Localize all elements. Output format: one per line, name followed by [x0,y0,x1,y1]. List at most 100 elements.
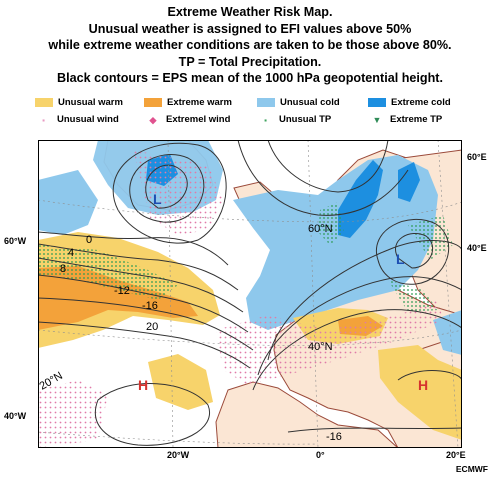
meridian-20e [437,140,459,448]
legend-label-unusual-warm: Unusual warm [58,97,123,108]
geopotential-contours [38,140,462,446]
contour-high-se [397,370,462,381]
contour-label-20: 20 [146,321,158,333]
axis-label-60w: 60°W [4,236,27,246]
ecmwf-credit: ECMWF [455,464,488,474]
low-pressure-greenland: L [153,191,162,207]
axis-label-40e: 40°E [467,243,487,253]
contour-greenland-low-1 [145,164,188,209]
legend-item-unusual-warm: Unusual warm [35,97,123,108]
title-line-2: Unusual weather is assigned to EFI value… [88,21,412,36]
title-line-5: Black contours = EPS mean of the 1000 hP… [57,71,443,86]
legend-item-unusual-cold: Unusual cold [257,97,340,108]
unusual-wind-biscay-area [216,300,443,385]
unusual-wind-dot-icon: · [41,111,47,128]
unusual-cold-turkey [433,310,462,355]
legend: Unusual warm Extreme warm Unusual cold E… [30,97,470,131]
contour-north-1 [237,140,409,216]
title-line-3: while extreme weather conditions are tak… [48,38,452,53]
unusual-tp-east-area [408,215,453,260]
contour-label-m12: -12 [114,285,130,297]
axis-label-20w: 20°W [167,450,190,460]
grid-label-40n: 40°N [308,341,333,353]
title-line-1: Extreme Weather Risk Map. [167,5,333,19]
unusual-warm-mediterranean [378,345,462,440]
unusual-cold-swatch [257,98,275,107]
contour-europe-low-2 [375,219,450,285]
axis-label-0: 0° [316,450,325,460]
legend-label-extreme-cold: Extreme cold [391,97,451,108]
map-title: Extreme Weather Risk Map. Unusual weathe… [0,4,500,87]
map-frame [38,140,462,448]
contour-label-0: 0 [86,234,92,246]
unusual-warm-swatch [35,98,53,107]
axis-label-40w: 40°W [4,411,27,421]
unusual-wind-southwest-area [38,380,108,448]
africa-land [215,381,399,448]
parallel-40n [38,329,462,346]
contour-high-sw [94,383,211,446]
axis-label-60e: 60°E [467,152,487,162]
legend-item-extreme-wind: ◆ Extremel wind [146,114,231,125]
legend-label-extreme-warm: Extreme warm [167,97,232,108]
extreme-tp-triangle-icon: ▼ [372,114,382,125]
legend-item-extreme-warm: Extreme warm [144,97,232,108]
legend-item-extreme-tp: ▼ Extreme TP [370,114,443,125]
unusual-cold-europe [233,155,438,330]
unusual-warm-south-atlantic [148,354,213,410]
contour-label-m16: -16 [142,300,158,312]
contour-north-2 [267,140,389,193]
extreme-cold-scandinavia [338,160,383,238]
grid-label-60n: 60°N [308,223,333,235]
legend-item-unusual-wind: · Unusual wind [37,111,119,128]
graticule [38,140,462,448]
legend-label-unusual-tp: Unusual TP [279,114,332,125]
legend-item-unusual-tp: · Unusual TP [259,111,332,128]
high-pressure-atlantic: H [138,377,148,393]
extreme-warm-atlantic-band [38,266,198,330]
legend-label-extreme-tp: Extreme TP [390,114,443,125]
unusual-tp-balkan-area [388,280,438,312]
unusual-tp-atlantic-area [38,245,178,300]
contour-europe-low-5 [252,309,462,391]
meridian-20w [167,140,174,448]
contour-greenland-low-3 [112,142,227,244]
contour-label-m16-south: -16 [326,431,342,443]
unusual-tp-norway-area [318,202,344,245]
contour-europe-low-4 [257,276,462,376]
contour-europe-low-1 [395,233,433,269]
unusual-tp-dot-icon: · [263,111,269,128]
legend-item-extreme-cold: Extreme cold [368,97,451,108]
contour-greenland-low-2 [129,154,205,223]
high-pressure-mediterranean: H [418,377,428,393]
contour-16 [38,297,254,351]
contour-europe-low-3 [267,240,462,361]
legend-label-extreme-wind: Extremel wind [166,114,231,125]
pressure-centres: L L H H [138,191,428,393]
contour-south [287,427,462,433]
risk-map: 0 4 8 -12 -16 20 -16 60°N 40°N 20°N L L … [38,140,462,448]
axis-label-20e: 20°E [446,450,466,460]
extreme-cold-finland [398,162,420,202]
extreme-cold-swatch [368,98,386,107]
wind-precip-areas [38,150,453,448]
extreme-warm-swatch [144,98,162,107]
legend-label-unusual-cold: Unusual cold [280,97,340,108]
contour-label-group: 0 4 8 -12 -16 20 -16 [60,234,342,443]
contour-0 [38,231,229,266]
legend-row-temperature: Unusual warm Extreme warm Unusual cold E… [30,97,470,114]
contour-20 [38,321,251,369]
contour-12 [38,274,249,333]
extreme-wind-diamond-icon: ◆ [149,114,157,125]
legend-label-unusual-wind: Unusual wind [57,114,119,125]
contour-label-8: 8 [60,263,66,275]
contour-4 [38,243,239,291]
low-pressure-europe: L [396,251,405,267]
unusual-cold-west-atlantic [38,170,98,235]
contour-label-4: 4 [68,247,74,259]
contour-8 [38,257,244,313]
legend-row-wind-precip: · Unusual wind ◆ Extremel wind · Unusual… [30,111,470,131]
title-line-4: TP = Total Precipitation. [178,54,322,69]
parallel-60n [38,199,462,223]
meridian-0 [307,140,319,448]
